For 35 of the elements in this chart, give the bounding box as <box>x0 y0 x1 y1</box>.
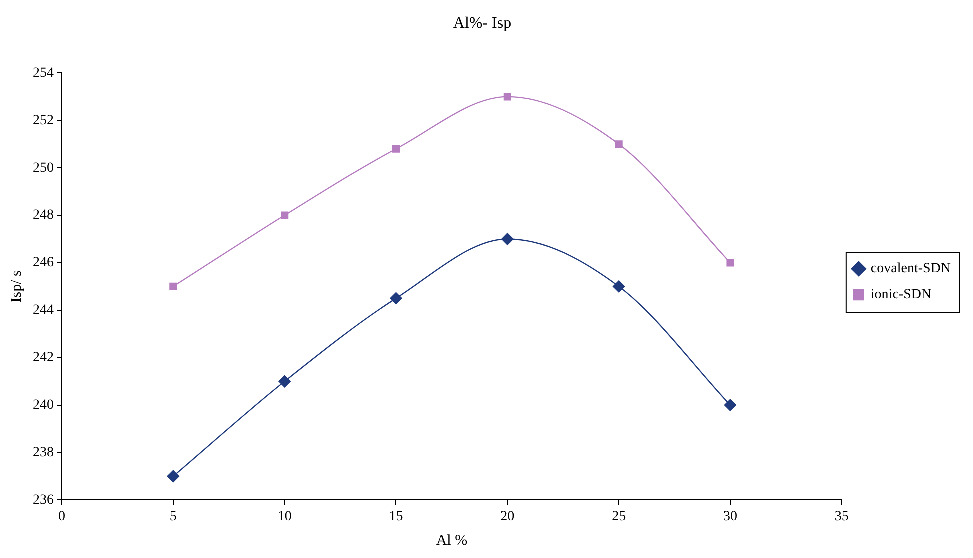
y-tick-label: 248 <box>33 208 54 224</box>
point <box>278 375 291 388</box>
y-axis-title: Isp/ s <box>8 270 25 303</box>
x-tick-label: 10 <box>278 509 292 524</box>
point <box>281 212 289 220</box>
y-tick-label: 242 <box>33 350 54 366</box>
x-tick-label: 5 <box>170 509 177 524</box>
point <box>612 280 626 293</box>
legend-label: ionic-SDN <box>870 288 932 303</box>
point <box>615 140 623 148</box>
point <box>724 399 737 412</box>
x-tick-label: 35 <box>834 509 849 524</box>
x-tick-label: 30 <box>723 509 738 524</box>
x-tick-label: 15 <box>389 509 404 524</box>
y-tick-label: 236 <box>33 492 54 508</box>
y-tick-label: 246 <box>33 256 54 271</box>
point <box>392 145 400 153</box>
y-tick-label: 254 <box>33 66 54 81</box>
point <box>390 292 402 305</box>
y-tick-label: 240 <box>33 398 54 413</box>
x-tick-label: 20 <box>500 509 515 524</box>
point <box>502 233 514 246</box>
y-tick-label: 252 <box>33 113 54 128</box>
x-axis-title: Al % <box>436 532 468 549</box>
point <box>726 259 734 267</box>
y-tick-label: 244 <box>33 303 54 318</box>
x-tick-label: 25 <box>612 509 626 524</box>
y-tick-label: 250 <box>33 160 54 176</box>
point <box>170 282 178 290</box>
chart-title: Al%- Isp <box>453 14 512 32</box>
point <box>167 470 180 483</box>
legend-label: covalent-SDN <box>870 262 952 277</box>
y-tick-label: 238 <box>33 445 54 460</box>
x-tick-label: 0 <box>58 509 66 524</box>
point <box>504 93 512 101</box>
